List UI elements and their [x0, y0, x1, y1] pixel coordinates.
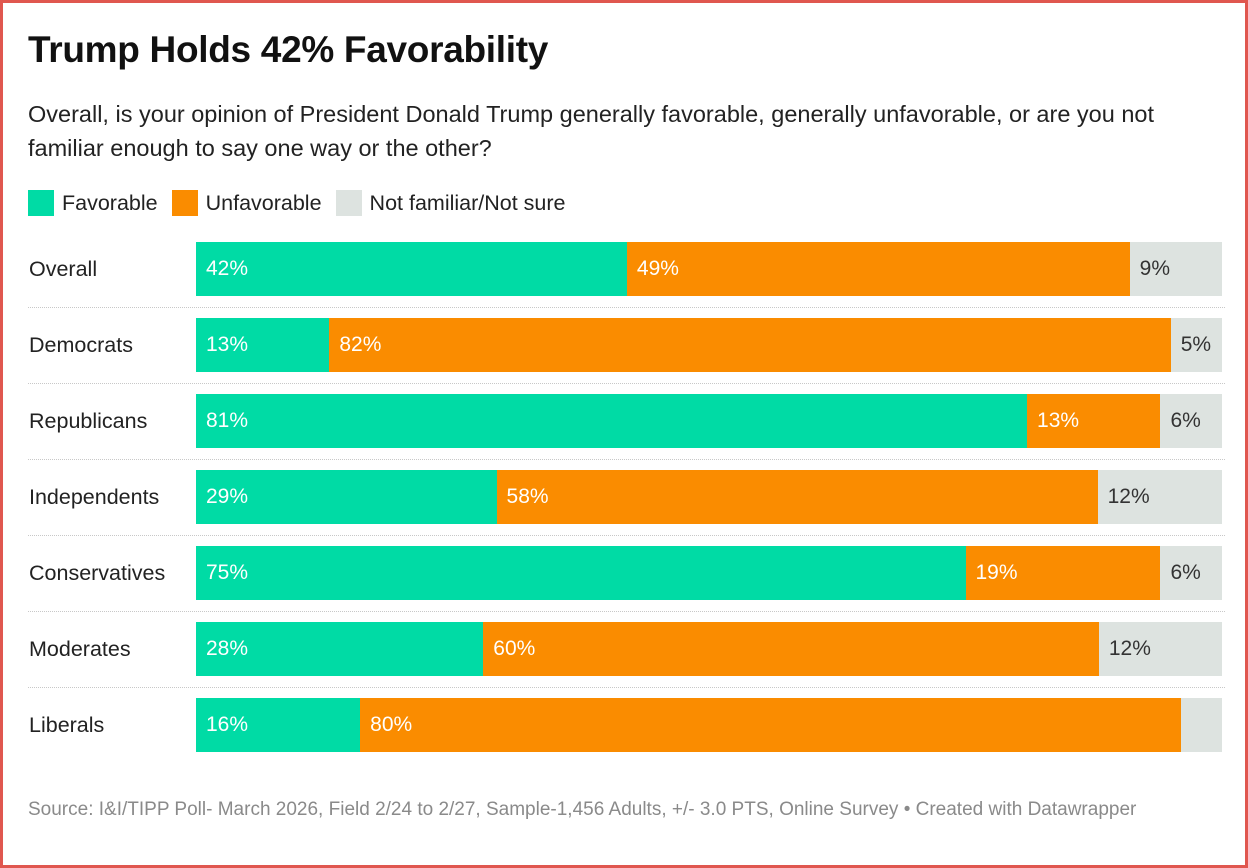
legend-label: Unfavorable: [205, 190, 322, 215]
value-label-not-familiar-not-sure-overall: 9%: [1139, 257, 1171, 280]
bar-segment-unfavorable-moderates: [483, 622, 1099, 676]
legend-label: Not familiar/Not sure: [369, 190, 566, 215]
bar-segment-favorable-conservatives: [196, 546, 966, 600]
value-label-unfavorable-independents: 58%: [506, 485, 549, 508]
value-label-favorable-liberals: 16%: [206, 713, 249, 736]
legend-swatch: [335, 190, 362, 216]
row-separator: [28, 459, 1225, 460]
value-label-unfavorable-overall: 49%: [636, 257, 679, 280]
legend-item-unfavorable: Unfavorable: [171, 190, 322, 216]
category-label-republicans: Republicans: [29, 409, 148, 433]
footer: Source: I&I/TIPP Poll- March 2026, Field…: [28, 796, 1208, 823]
value-label-not-familiar-not-sure-moderates: 12%: [1108, 637, 1151, 660]
value-label-unfavorable-liberals: 80%: [370, 713, 413, 736]
category-label-democrats: Democrats: [29, 333, 133, 357]
value-label-favorable-overall: 42%: [206, 257, 249, 280]
bar-segment-not-familiar-not-sure-overall: [1129, 242, 1222, 296]
bar-segment-not-familiar-not-sure-liberals: [1180, 698, 1222, 752]
chart-title: Trump Holds 42% Favorability: [28, 29, 549, 70]
legend: Favorable Unfavorable Not familiar/Not sur…: [28, 188, 580, 218]
bar-segment-favorable-independents: [196, 470, 497, 524]
category-label-overall: Overall: [29, 257, 98, 281]
value-label-favorable-republicans: 81%: [206, 409, 249, 432]
value-label-favorable-conservatives: 75%: [206, 561, 249, 584]
category-label-conservatives: Conservatives: [29, 561, 166, 585]
bar-segment-favorable-democrats: [196, 318, 330, 372]
row-separator: [28, 535, 1225, 536]
value-label-unfavorable-moderates: 60%: [493, 637, 536, 660]
chart-subtitle: Overall, is your opinion of President Do…: [28, 101, 1155, 161]
value-label-favorable-moderates: 28%: [206, 637, 249, 660]
bar-segment-unfavorable-liberals: [360, 698, 1181, 752]
bar-segment-not-familiar-not-sure-conservatives: [1160, 546, 1222, 600]
category-label-moderates: Moderates: [29, 637, 131, 661]
bar-segment-not-familiar-not-sure-independents: [1097, 470, 1222, 524]
bar-segment-not-familiar-not-sure-republicans: [1160, 394, 1222, 448]
legend-swatch: [28, 190, 54, 216]
value-label-not-familiar-not-sure-republicans: 6%: [1170, 409, 1201, 432]
value-label-unfavorable-democrats: 82%: [339, 333, 382, 356]
bar-segment-unfavorable-overall: [626, 242, 1130, 296]
legend-item-favorable: Favorable: [28, 190, 158, 216]
row-separator: [28, 687, 1225, 688]
source-note: Source: I&I/TIPP Poll- March 2026, Field…: [28, 799, 899, 820]
value-label-not-familiar-not-sure-democrats: 5%: [1180, 333, 1212, 356]
legend-item-not-familiar-not-sure: Not familiar/Not sure: [335, 190, 566, 216]
category-label-liberals: Liberals: [29, 713, 105, 737]
legend-swatch: [171, 190, 198, 216]
footer-separator: •: [903, 799, 911, 820]
bar-segment-not-familiar-not-sure-moderates: [1098, 622, 1222, 676]
value-label-favorable-democrats: 13%: [206, 333, 249, 356]
credit-note: Created with Datawrapper: [915, 799, 1137, 820]
bar-segment-favorable-overall: [196, 242, 627, 296]
bar-segment-favorable-republicans: [196, 394, 1028, 448]
bar-segment-unfavorable-conservatives: [965, 546, 1161, 600]
row-separator: [28, 307, 1225, 308]
value-label-unfavorable-republicans: 13%: [1037, 409, 1080, 432]
category-label-independents: Independents: [29, 485, 160, 509]
value-label-not-familiar-not-sure-independents: 12%: [1107, 485, 1150, 508]
bar-segment-unfavorable-democrats: [329, 318, 1171, 372]
bar-segment-not-familiar-not-sure-democrats: [1170, 318, 1222, 372]
row-separator: [28, 383, 1225, 384]
value-label-favorable-independents: 29%: [206, 485, 249, 508]
bar-segment-unfavorable-independents: [496, 470, 1098, 524]
row-separator: [28, 611, 1225, 612]
bar-segment-favorable-liberals: [196, 698, 361, 752]
bar-segment-favorable-moderates: [196, 622, 484, 676]
bar-segment-unfavorable-republicans: [1027, 394, 1161, 448]
value-label-not-familiar-not-sure-conservatives: 6%: [1170, 561, 1201, 584]
value-label-unfavorable-conservatives: 19%: [975, 561, 1018, 584]
legend-label: Favorable: [62, 190, 158, 215]
